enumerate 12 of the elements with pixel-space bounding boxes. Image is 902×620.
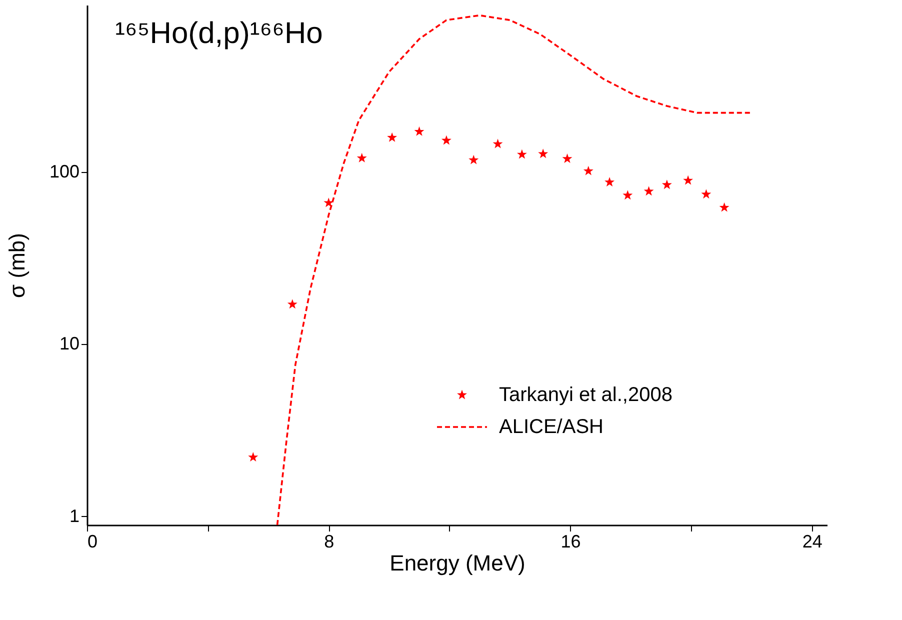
x-tick-label: 24 (802, 532, 822, 552)
x-tick-label: 0 (88, 532, 98, 552)
chart-title: ¹⁶⁵Ho(d,p)¹⁶⁶Ho (115, 17, 323, 50)
y-tick-label: 100 (49, 161, 80, 182)
y-tick-label: 1 (69, 506, 80, 526)
legend-label: ALICE/ASH (499, 416, 604, 438)
y-axis-title: σ (mb) (4, 233, 30, 298)
x-axis-title: Energy (MeV) (390, 550, 526, 576)
y-tick-label: 10 (59, 334, 80, 354)
legend-label: Tarkanyi et al.,2008 (499, 384, 672, 406)
x-tick-label: 8 (324, 532, 334, 552)
x-tick-label: 16 (560, 532, 581, 552)
